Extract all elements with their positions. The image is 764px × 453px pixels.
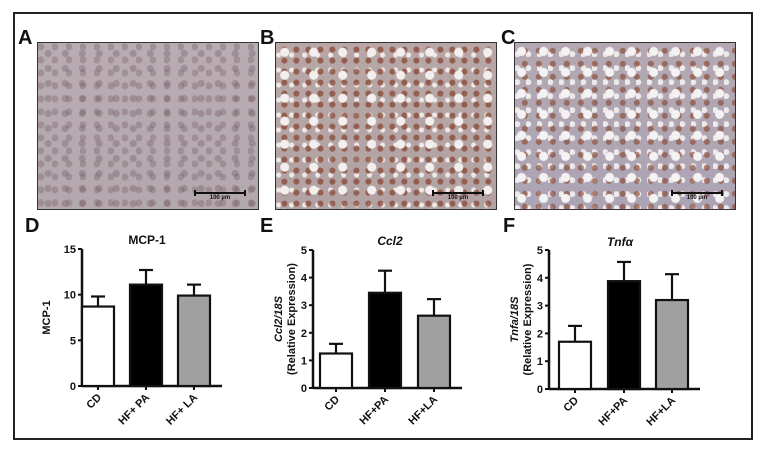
y-tick-label: 15 <box>64 244 76 256</box>
y-tick-label: 3 <box>537 301 543 313</box>
x-tick-label: HF+PA <box>596 395 630 429</box>
y-axis-label: Ccl2/18S <box>273 295 285 342</box>
y-tick-label: 5 <box>537 245 543 257</box>
y-axis-label: Tnfa/18S <box>509 296 521 343</box>
bar-hfpa <box>128 283 164 388</box>
y-tick-label: 0 <box>537 384 543 396</box>
panel-label-e: E <box>260 215 274 237</box>
chart-title: Tnfα <box>607 235 634 249</box>
panel-label-f: F <box>503 215 516 237</box>
y-tick-label: 10 <box>64 290 76 302</box>
chart-title: MCP-1 <box>128 233 166 247</box>
y-tick-label: 5 <box>70 335 76 347</box>
panel-label-c: C <box>501 27 516 49</box>
micrograph-a: 100 µm <box>37 42 259 210</box>
bar-cd <box>557 340 593 391</box>
panel-label-a: A <box>18 27 33 49</box>
y-tick-label: 1 <box>537 356 543 368</box>
y-tick-label: 4 <box>301 273 308 285</box>
y-tick-label: 2 <box>301 328 307 340</box>
figure-frame <box>13 12 753 440</box>
scale-bar: 100 µm <box>432 190 484 204</box>
y-tick-label: 3 <box>301 300 307 312</box>
micrograph-b: 100 µm <box>275 42 497 210</box>
panel-label-b: B <box>260 27 275 49</box>
bar-hfpa <box>367 291 403 390</box>
y-tick-label: 1 <box>301 355 307 367</box>
y-tick-label: 2 <box>537 328 543 340</box>
scale-bar: 100 µm <box>194 190 246 204</box>
panel-label-d: D <box>25 215 40 237</box>
x-tick-label: CD <box>561 395 581 415</box>
bar-cd <box>318 352 354 390</box>
scale-bar: 100 µm <box>671 190 723 204</box>
chart-title: Ccl2 <box>377 234 403 248</box>
y-tick-label: 5 <box>301 245 307 257</box>
bar-hfpa <box>606 280 642 391</box>
micrograph-c: 100 µm <box>514 42 736 210</box>
y-axis-sublabel: (Relative Expression) <box>286 263 298 375</box>
y-tick-label: 4 <box>537 273 544 285</box>
y-tick-label: 0 <box>70 381 76 393</box>
bar-cd <box>80 305 116 388</box>
bar-hfla <box>654 298 690 391</box>
bar-hfla <box>176 294 212 388</box>
y-tick-label: 0 <box>301 383 307 395</box>
x-tick-label: HF+LA <box>644 395 678 429</box>
y-axis-sublabel: (Relative Expression) <box>522 263 534 375</box>
y-axis-label: MCP-1 <box>41 300 53 334</box>
